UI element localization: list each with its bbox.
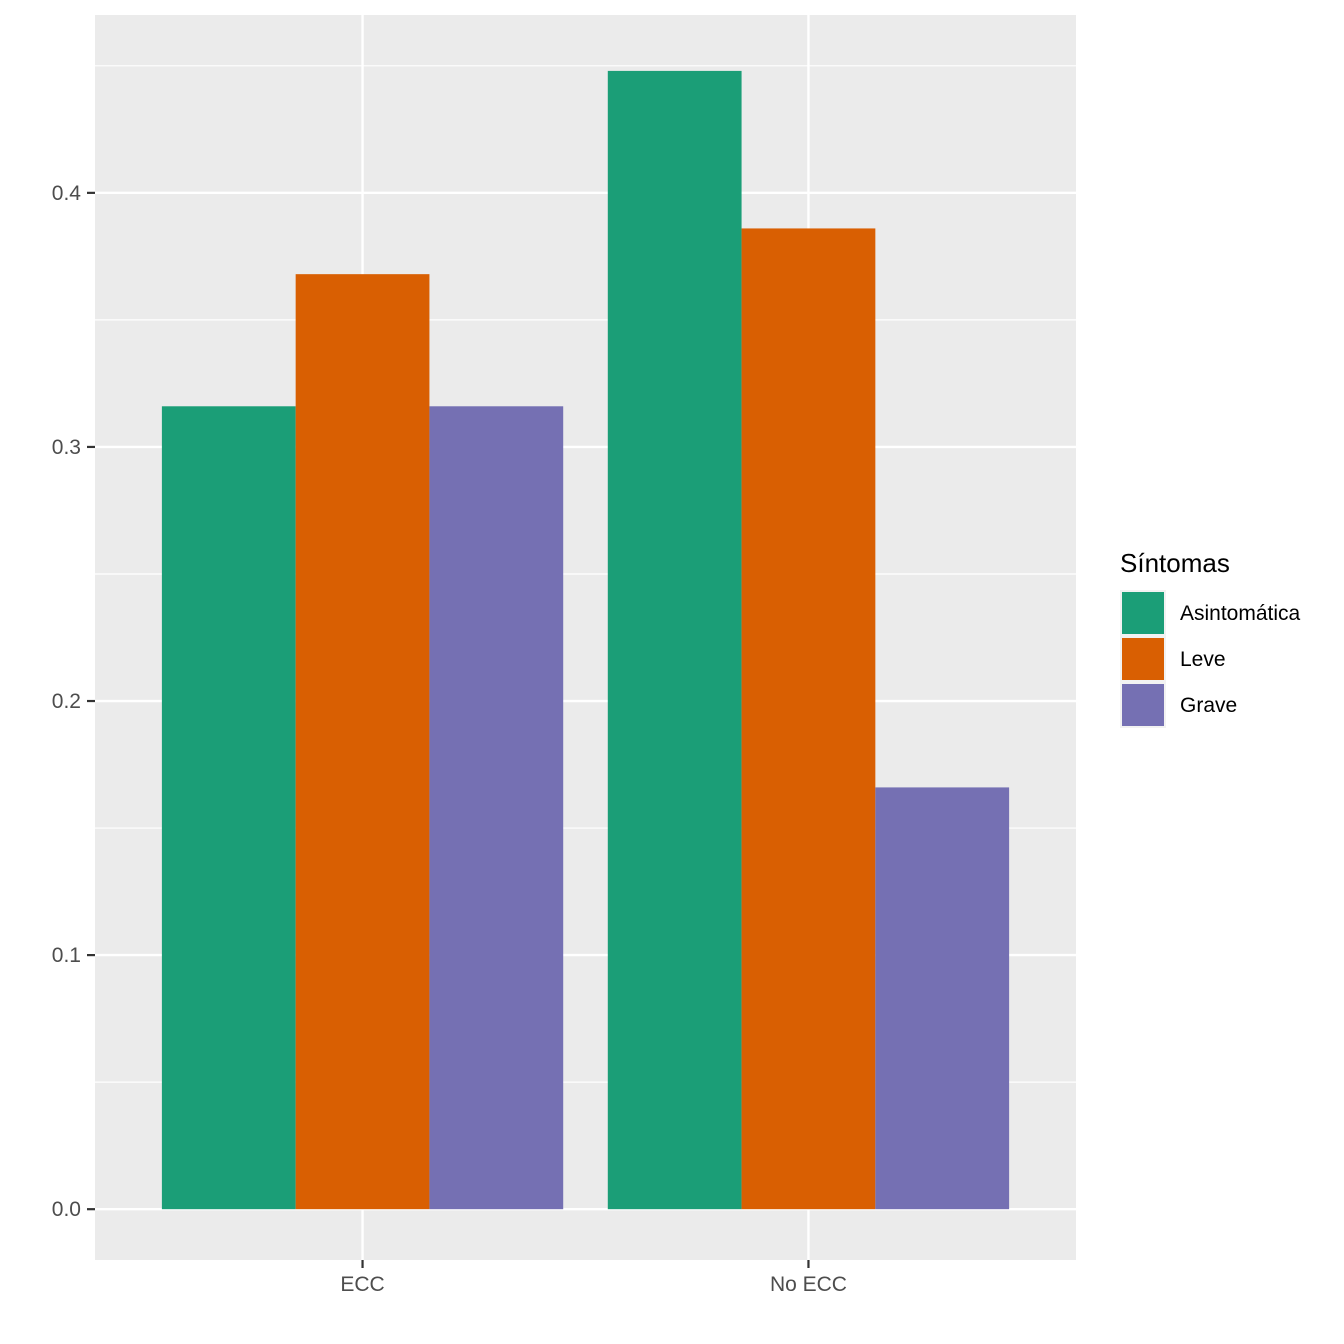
x-axis: ECC No ECC (340, 1260, 847, 1296)
bar (295, 274, 430, 1210)
x-tick-label: ECC (340, 1273, 384, 1296)
legend-label: Asintomática (1180, 602, 1301, 625)
legend-label: Grave (1180, 694, 1237, 717)
bar (741, 228, 876, 1210)
y-tick-label: 0.3 (52, 436, 81, 459)
y-axis: 0.0 0.1 0.2 0.3 0.4 (52, 182, 95, 1221)
x-tick-label: No ECC (770, 1273, 847, 1296)
y-tick-label: 0.2 (52, 690, 81, 713)
bar (161, 406, 296, 1210)
y-tick-label: 0.0 (52, 1198, 81, 1221)
bars (161, 70, 1010, 1210)
bar (607, 70, 742, 1210)
legend-swatch (1122, 684, 1164, 726)
legend-swatch (1122, 638, 1164, 680)
y-tick-label: 0.1 (52, 944, 81, 967)
bar (875, 787, 1010, 1210)
legend-label: Leve (1180, 648, 1226, 671)
legend-title: Síntomas (1120, 548, 1230, 578)
legend: Síntomas Asintomática Leve Grave (1120, 548, 1301, 728)
y-tick-label: 0.4 (52, 182, 82, 205)
legend-swatch (1122, 592, 1164, 634)
bar (429, 406, 564, 1210)
